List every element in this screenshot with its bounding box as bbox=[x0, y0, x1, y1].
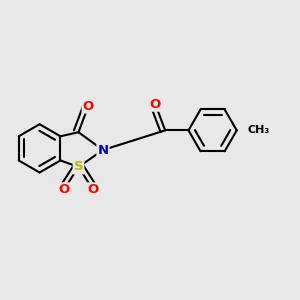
Text: O: O bbox=[58, 183, 69, 196]
Text: O: O bbox=[88, 183, 99, 196]
Text: CH₃: CH₃ bbox=[248, 125, 270, 135]
Text: N: N bbox=[98, 143, 109, 157]
Text: S: S bbox=[74, 160, 83, 173]
Text: O: O bbox=[150, 98, 161, 111]
Text: O: O bbox=[83, 100, 94, 112]
